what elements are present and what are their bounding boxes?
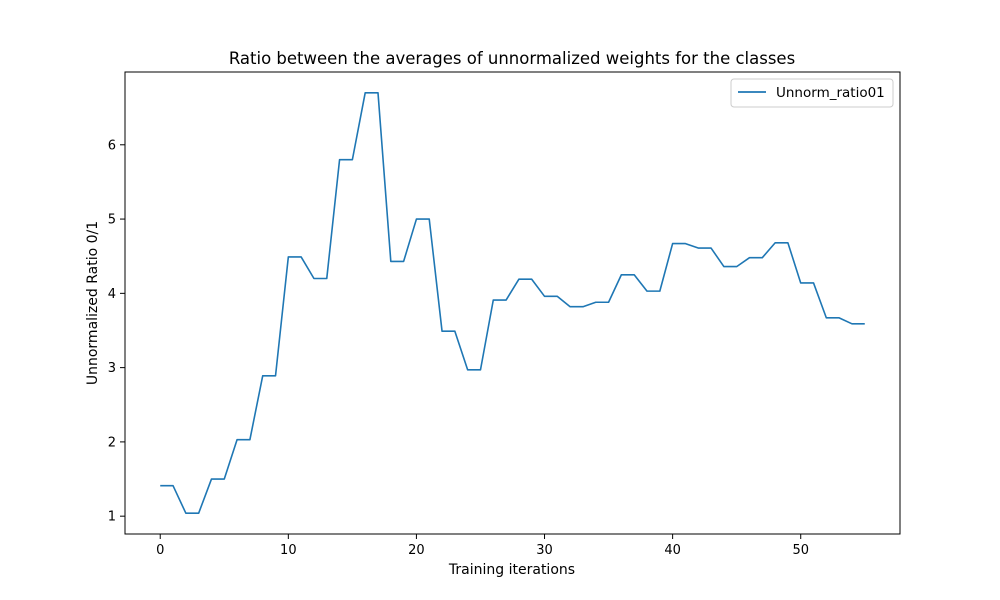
x-axis-ticks: 0 10 20 30 40 50 <box>156 534 809 558</box>
legend-entry-label: Unnorm_ratio01 <box>776 85 885 101</box>
x-tick-label: 10 <box>280 543 297 558</box>
legend-box <box>730 78 894 108</box>
legend: Unnorm_ratio01 <box>730 78 894 108</box>
x-axis-label: Training iterations <box>448 562 575 578</box>
x-tick-label: 0 <box>156 543 164 558</box>
y-tick-label: 1 <box>108 510 116 525</box>
y-tick-label: 5 <box>108 213 116 228</box>
plot-frame <box>124 71 901 535</box>
x-tick-label: 30 <box>536 543 553 558</box>
series-line-unnorm-ratio01 <box>160 92 865 515</box>
x-tick-label: 50 <box>792 543 809 558</box>
y-tick-label: 3 <box>108 361 116 376</box>
x-tick-label: 40 <box>664 543 681 558</box>
plot-area <box>125 72 900 534</box>
y-tick-label: 6 <box>108 138 116 153</box>
chart-title: Ratio between the averages of unnormaliz… <box>229 49 795 68</box>
y-axis-label: Unnormalized Ratio 0/1 <box>85 221 101 385</box>
y-tick-label: 4 <box>108 287 116 302</box>
y-tick-label: 2 <box>108 435 116 450</box>
x-tick-label: 20 <box>408 543 425 558</box>
y-axis-ticks: 1 2 3 4 5 6 <box>108 138 125 525</box>
